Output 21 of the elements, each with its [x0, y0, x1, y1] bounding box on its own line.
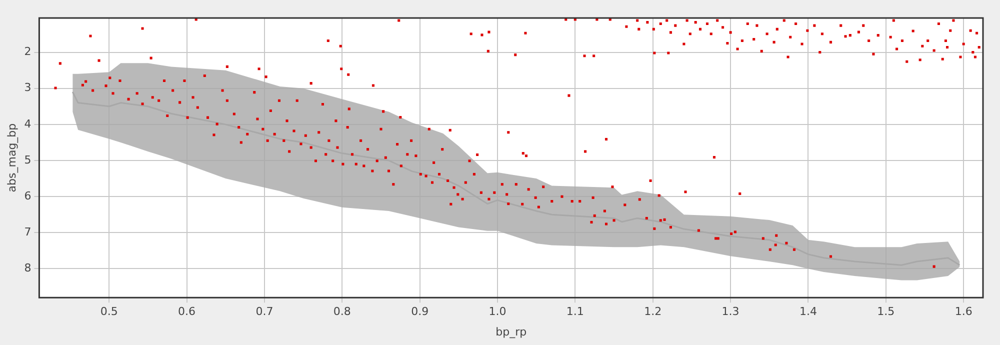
x-tick-label: 0.7: [256, 305, 274, 318]
x-tick-label: 1.3: [722, 305, 740, 318]
y-tick-label: 2: [24, 45, 32, 58]
x-tick-label: 1.1: [566, 305, 584, 318]
x-tick-label: 0.9: [411, 305, 429, 318]
x-tick-label: 1.6: [954, 305, 972, 318]
x-axis-title: bp_rp: [496, 325, 527, 338]
x-tick-label: 0.8: [333, 305, 351, 318]
y-tick-label: 8: [24, 262, 32, 275]
y-tick-label: 6: [24, 189, 32, 202]
x-tick-label: 0.5: [100, 305, 118, 318]
y-tick-label: 7: [24, 226, 32, 239]
x-tick-label: 1.4: [799, 305, 817, 318]
x-tick-label: 0.6: [178, 305, 196, 318]
y-axis-title: abs_mag_bp: [5, 123, 18, 192]
x-tick-label: 1.5: [877, 305, 895, 318]
x-tick-label: 1.2: [644, 305, 662, 318]
y-tick-label: 5: [24, 153, 32, 166]
y-tick-label: 3: [24, 81, 32, 94]
x-tick-label: 1.0: [488, 305, 506, 318]
y-tick-label: 4: [24, 117, 32, 130]
